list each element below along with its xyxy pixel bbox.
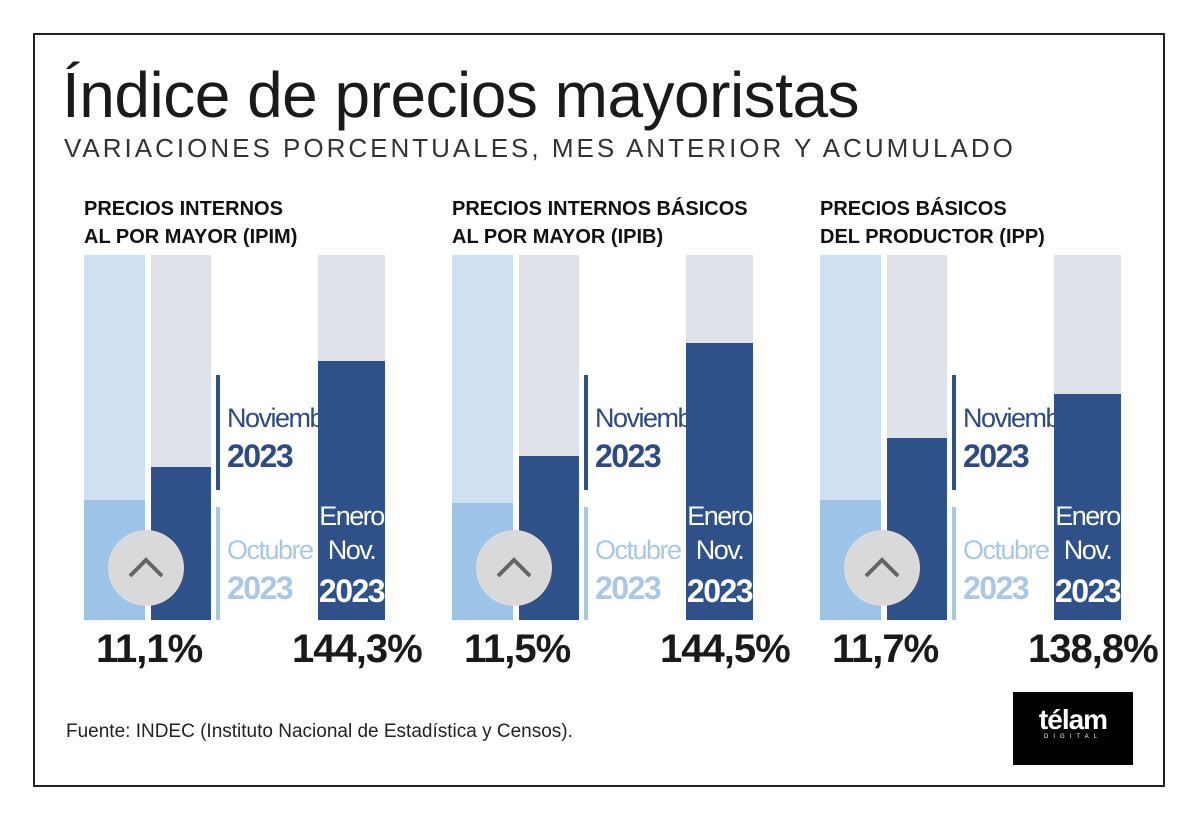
cumulative-value-label: 144,5% [660, 627, 791, 671]
cumulative-bar-track: Enero Nov. 2023 [686, 255, 754, 620]
chart-panel: PRECIOS INTERNOS AL POR MAYOR (IPIM) Novi… [84, 195, 424, 675]
cumulative-label-1: Enero [319, 501, 385, 531]
panel-title: PRECIOS BÁSICOS DEL PRODUCTOR (IPP) [820, 195, 1045, 251]
panel-title-line: DEL PRODUCTOR (IPP) [820, 226, 1045, 248]
chevron-up-icon [864, 557, 900, 578]
cumulative-bar: Enero Nov. 2023 [318, 360, 386, 620]
cumulative-bar-track: Enero Nov. 2023 [318, 255, 386, 620]
infographic-frame [33, 33, 1165, 787]
cumulative-label-year: 2023 [686, 573, 754, 609]
cumulative-label-year: 2023 [1054, 573, 1122, 609]
chart-title: Índice de precios mayoristas [62, 59, 860, 131]
cumulative-value-label: 144,3% [292, 627, 423, 671]
monthly-value-label: 11,5% [464, 627, 571, 671]
panel-title-line: PRECIOS INTERNOS [84, 198, 283, 220]
scroll-up-button[interactable] [108, 530, 184, 606]
october-legend-month: Octubre [227, 535, 314, 565]
panel-title-line: PRECIOS BÁSICOS [820, 198, 1007, 220]
panel-title-line: AL POR MAYOR (IPIM) [84, 226, 298, 248]
november-legend-year: 2023 [963, 438, 1030, 474]
cumulative-label-2: Nov. [1063, 535, 1113, 565]
scroll-up-button[interactable] [844, 530, 920, 606]
scroll-up-button[interactable] [476, 530, 552, 606]
chart-panel: PRECIOS INTERNOS BÁSICOS AL POR MAYOR (IP… [452, 195, 792, 675]
cumulative-value-label: 138,8% [1028, 627, 1159, 671]
cumulative-bar: Enero Nov. 2023 [1054, 393, 1122, 620]
chevron-up-icon [128, 557, 164, 578]
cumulative-label-2: Nov. [327, 535, 377, 565]
october-legend-month: Octubre [963, 535, 1050, 565]
cumulative-label-1: Enero [687, 501, 753, 531]
chart-subtitle: VARIACIONES PORCENTUALES, MES ANTERIOR Y… [64, 133, 1016, 163]
october-legend-bar [952, 507, 956, 620]
panel-title: PRECIOS INTERNOS BÁSICOS AL POR MAYOR (IP… [452, 195, 748, 251]
cumulative-label-year: 2023 [318, 573, 386, 609]
source-note: Fuente: INDEC (Instituto Nacional de Est… [66, 721, 573, 742]
cumulative-label-1: Enero [1055, 501, 1121, 531]
october-legend-year: 2023 [227, 570, 294, 606]
october-legend-year: 2023 [963, 570, 1030, 606]
november-legend-bar [584, 375, 588, 490]
october-legend-bar [584, 507, 588, 620]
monthly-value-label: 11,7% [832, 627, 939, 671]
november-legend-year: 2023 [227, 438, 294, 474]
cumulative-label-2: Nov. [695, 535, 745, 565]
october-legend-year: 2023 [595, 570, 662, 606]
telam-logo: télam DIGITAL [1013, 692, 1133, 765]
november-legend-bar [216, 375, 220, 490]
panel-title: PRECIOS INTERNOS AL POR MAYOR (IPIM) [84, 195, 297, 251]
october-legend-month: Octubre [595, 535, 682, 565]
chart-panel: PRECIOS BÁSICOS DEL PRODUCTOR (IPP) Novie… [820, 195, 1160, 675]
cumulative-bar: Enero Nov. 2023 [686, 342, 754, 620]
panel-title-line: AL POR MAYOR (IPIB) [452, 226, 664, 248]
panel-title-line: PRECIOS INTERNOS BÁSICOS [452, 198, 748, 220]
november-legend-bar [952, 375, 956, 490]
monthly-value-label: 11,1% [96, 627, 203, 671]
october-legend-bar [216, 507, 220, 620]
cumulative-bar-track: Enero Nov. 2023 [1054, 255, 1122, 620]
november-legend-year: 2023 [595, 438, 662, 474]
chevron-up-icon [496, 557, 532, 578]
